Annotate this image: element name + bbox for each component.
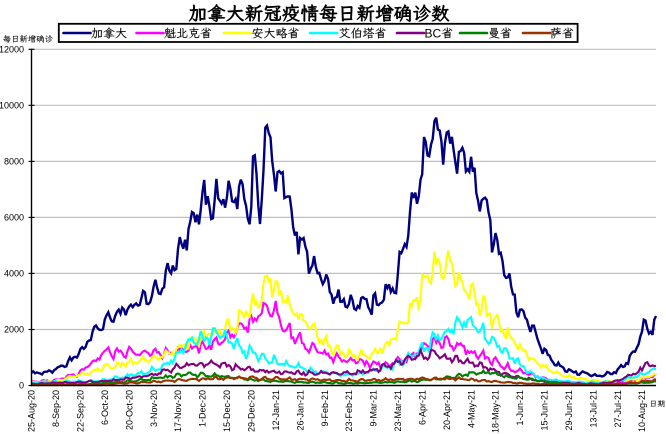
svg-text:13-Jul-21: 13-Jul-21 — [588, 390, 598, 428]
svg-text:8000: 8000 — [4, 157, 24, 167]
svg-text:26-Jan-21: 26-Jan-21 — [295, 390, 305, 431]
svg-text:12000: 12000 — [0, 45, 24, 55]
svg-text:23-Feb-21: 23-Feb-21 — [344, 390, 354, 432]
svg-text:22-Sep-20: 22-Sep-20 — [76, 390, 86, 432]
svg-text:15-Dec-20: 15-Dec-20 — [222, 390, 232, 432]
svg-text:15-Jun-21: 15-Jun-21 — [540, 390, 550, 431]
svg-text:23-Mar-21: 23-Mar-21 — [393, 390, 403, 432]
svg-text:12-Jan-21: 12-Jan-21 — [271, 390, 281, 431]
svg-text:4-May-21: 4-May-21 — [466, 390, 476, 428]
svg-text:20-Apr-21: 20-Apr-21 — [442, 390, 452, 430]
svg-text:8-Sep-20: 8-Sep-20 — [51, 390, 61, 427]
svg-text:20-Oct-20: 20-Oct-20 — [124, 390, 134, 430]
svg-text:9-Feb-21: 9-Feb-21 — [320, 390, 330, 427]
svg-text:29-Dec-20: 29-Dec-20 — [247, 390, 257, 432]
svg-text:27-Jul-21: 27-Jul-21 — [613, 390, 623, 428]
svg-text:25-Aug-20: 25-Aug-20 — [27, 390, 37, 432]
svg-text:29-Jun-21: 29-Jun-21 — [564, 390, 574, 431]
svg-text:1-Dec-20: 1-Dec-20 — [198, 390, 208, 427]
svg-text:10000: 10000 — [0, 101, 24, 111]
svg-text:17-Nov-20: 17-Nov-20 — [173, 390, 183, 432]
svg-text:6-Apr-21: 6-Apr-21 — [417, 390, 427, 425]
svg-text:4000: 4000 — [4, 269, 24, 279]
svg-text:2000: 2000 — [4, 325, 24, 335]
svg-text:6-Oct-20: 6-Oct-20 — [100, 390, 110, 425]
svg-text:3-Nov-20: 3-Nov-20 — [149, 390, 159, 427]
svg-text:10-Aug-21: 10-Aug-21 — [637, 390, 647, 432]
svg-text:6000: 6000 — [4, 213, 24, 223]
svg-text:1-Jun-21: 1-Jun-21 — [515, 390, 525, 426]
svg-text:BC: BC — [425, 26, 442, 40]
svg-text:0: 0 — [19, 381, 24, 391]
svg-text:9-Mar-21: 9-Mar-21 — [369, 390, 379, 427]
svg-text:18-May-21: 18-May-21 — [491, 390, 501, 433]
